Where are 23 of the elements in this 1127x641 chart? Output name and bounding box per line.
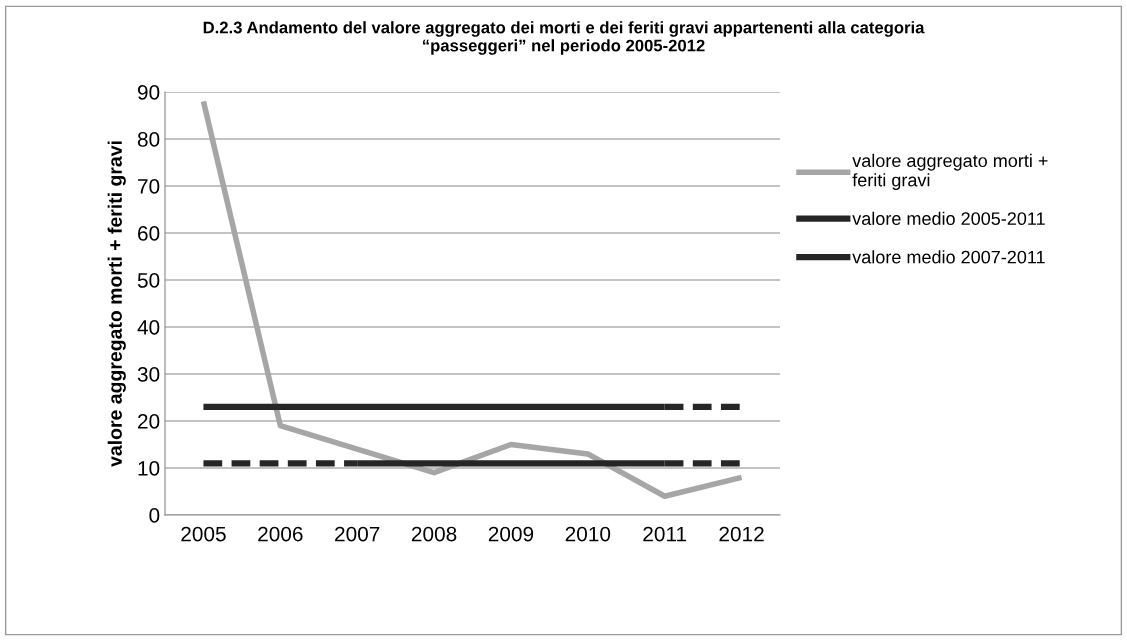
x-tick-label: 2007 [335, 526, 380, 542]
y-tick-label: 70 [138, 179, 160, 194]
y-tick-label: 80 [137, 132, 160, 147]
y-tick-label: 50 [137, 273, 160, 288]
y-tick-label: 90 [137, 85, 160, 100]
y-tick-label: 40 [137, 320, 160, 335]
y-tick-label: 10 [138, 461, 160, 476]
chart-title: D.2.3 Andamento del valore aggregato dei morti e dei feriti gravi appartenenti alla categoria “passeggeri” nel periodo 2005-2012 [203, 21, 925, 55]
x-tick-label: 2011 [643, 526, 687, 542]
legend-label: valore medio 2007-2011 [852, 250, 1045, 264]
x-tick-label: 2010 [565, 526, 611, 542]
x-tick-label: 2012 [719, 526, 764, 542]
x-tick-label: 2008 [411, 526, 457, 542]
y-tick-label: 0 [149, 508, 160, 523]
y-tick-label: 20 [138, 414, 160, 429]
x-tick-label: 2005 [181, 526, 226, 542]
y-tick-label: 60 [138, 226, 160, 241]
y-tick-label: 30 [137, 367, 160, 382]
y-axis-title: valore aggregato morti + feriti gravi [107, 141, 126, 467]
legend-label: valore medio 2005-2011 [852, 211, 1045, 226]
x-tick-label: 2006 [258, 526, 303, 542]
x-tick-label: 2009 [488, 526, 534, 542]
legend-label: valore aggregato morti + feriti gravi [852, 153, 1048, 191]
